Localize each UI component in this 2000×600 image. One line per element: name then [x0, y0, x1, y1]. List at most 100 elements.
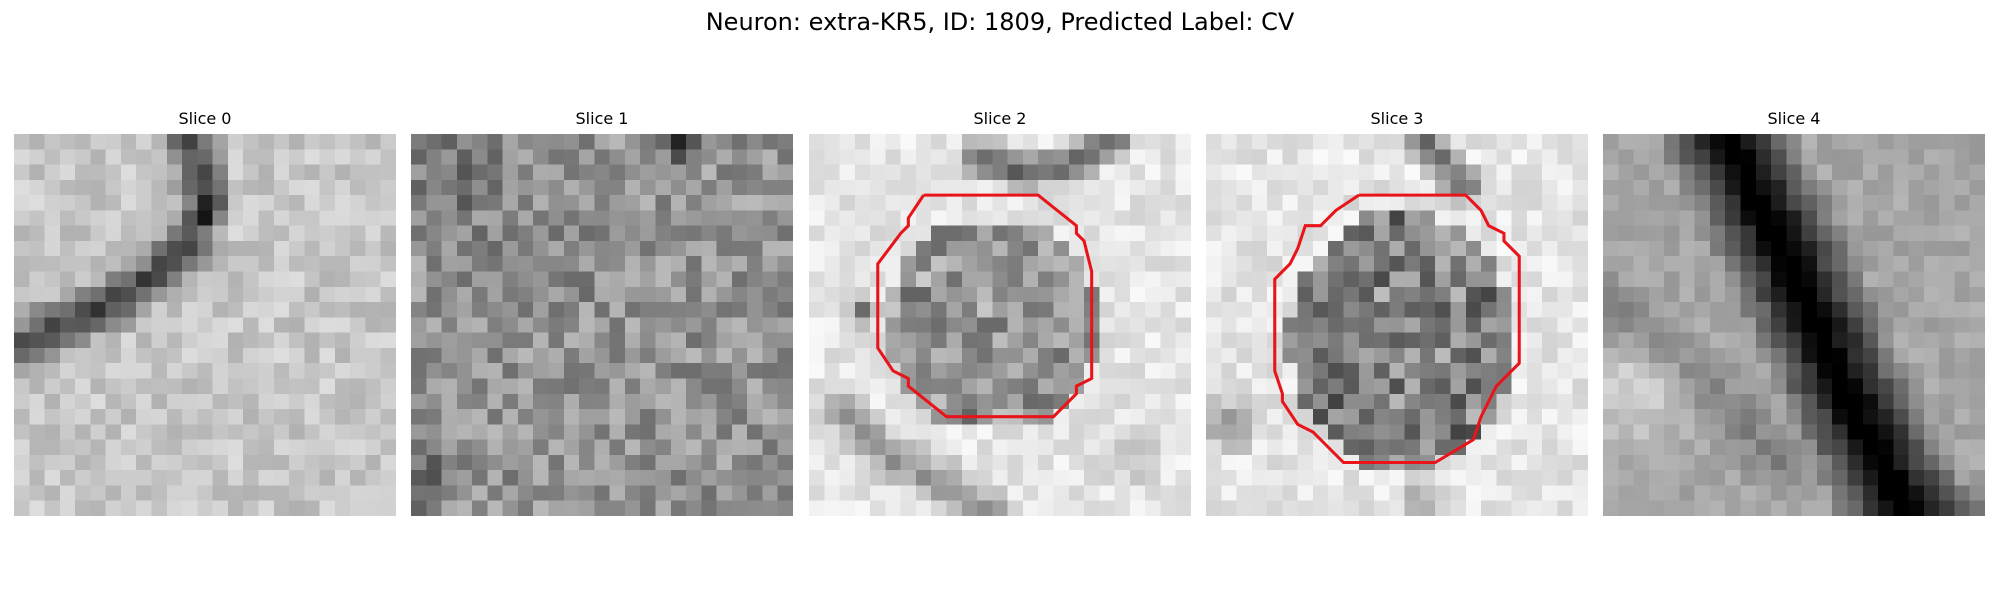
pixel — [625, 256, 641, 272]
pixel — [426, 440, 442, 456]
pixel — [1099, 165, 1115, 181]
pixel — [1221, 180, 1237, 196]
pixel — [381, 287, 396, 303]
pixel — [304, 241, 320, 257]
pixel — [1679, 180, 1695, 196]
pixel — [1863, 241, 1879, 257]
pixel — [840, 180, 856, 196]
pixel — [1206, 302, 1222, 318]
pixel — [60, 470, 76, 486]
pixel — [1328, 378, 1344, 394]
pixel — [1466, 501, 1482, 516]
pixel — [701, 424, 717, 440]
pixel — [1115, 470, 1131, 486]
pixel — [610, 470, 626, 486]
pixel — [901, 409, 917, 425]
pixel — [1634, 180, 1650, 196]
pixel — [1359, 378, 1375, 394]
pixel — [167, 287, 183, 303]
pixel — [1649, 287, 1665, 303]
pixel — [1832, 210, 1848, 226]
pixel — [1863, 195, 1879, 211]
pixel — [289, 485, 305, 501]
pixel — [762, 455, 778, 471]
pixel — [1970, 378, 1985, 394]
pixel — [671, 440, 687, 456]
pixel — [1038, 256, 1054, 272]
pixel — [1725, 180, 1741, 196]
pixel — [136, 226, 152, 242]
pixel — [472, 180, 488, 196]
pixel — [14, 378, 30, 394]
pixel — [1008, 455, 1024, 471]
pixel — [75, 302, 91, 318]
pixel — [518, 180, 534, 196]
pixel — [947, 348, 963, 364]
pixel — [655, 302, 671, 318]
pixel — [870, 180, 886, 196]
pixel — [1160, 272, 1176, 288]
pixel — [1176, 165, 1191, 181]
pixel — [167, 210, 183, 226]
pixel — [1069, 409, 1085, 425]
pixel — [1389, 302, 1405, 318]
pixel — [106, 409, 122, 425]
pixel — [579, 226, 595, 242]
pixel — [1527, 226, 1543, 242]
pixel — [1725, 378, 1741, 394]
pixel — [1252, 470, 1268, 486]
pixel — [1008, 440, 1024, 456]
pixel — [1252, 348, 1268, 364]
pixel — [1695, 363, 1711, 379]
pixel — [381, 485, 396, 501]
pixel — [1282, 210, 1298, 226]
pixel — [962, 302, 978, 318]
pixel — [1023, 180, 1039, 196]
pixel — [258, 455, 274, 471]
pixel — [1282, 485, 1298, 501]
pixel — [594, 149, 610, 165]
pixel — [1282, 149, 1298, 165]
pixel — [962, 180, 978, 196]
pixel — [1008, 501, 1024, 516]
pixel — [106, 470, 122, 486]
pixel — [1115, 256, 1131, 272]
pixel — [411, 378, 427, 394]
pixel — [45, 241, 61, 257]
pixel — [962, 317, 978, 333]
pixel — [1435, 424, 1451, 440]
pixel — [1954, 363, 1970, 379]
pixel — [1542, 378, 1558, 394]
pixel — [258, 302, 274, 318]
pixel — [274, 409, 290, 425]
pixel — [182, 348, 198, 364]
pixel — [1237, 501, 1253, 516]
pixel — [916, 272, 932, 288]
pixel — [1603, 149, 1619, 165]
pixel — [931, 302, 947, 318]
pixel — [152, 302, 168, 318]
pixel — [1206, 485, 1222, 501]
pixel — [1008, 333, 1024, 349]
pixel — [1176, 409, 1191, 425]
pixel — [1389, 256, 1405, 272]
pixel — [1160, 210, 1176, 226]
pixel — [1573, 470, 1588, 486]
pixel — [1053, 165, 1069, 181]
pixel — [610, 333, 626, 349]
pixel — [1909, 180, 1925, 196]
pixel — [671, 210, 687, 226]
pixel — [931, 272, 947, 288]
pixel — [1909, 226, 1925, 242]
pixel — [258, 149, 274, 165]
pixel — [1069, 348, 1085, 364]
pixel — [90, 470, 106, 486]
pixel — [564, 363, 580, 379]
pixel — [274, 470, 290, 486]
pixel — [1237, 348, 1253, 364]
pixel — [1939, 165, 1955, 181]
pixel — [1115, 195, 1131, 211]
pixel — [701, 256, 717, 272]
pixel — [1741, 333, 1757, 349]
pixel — [1053, 348, 1069, 364]
